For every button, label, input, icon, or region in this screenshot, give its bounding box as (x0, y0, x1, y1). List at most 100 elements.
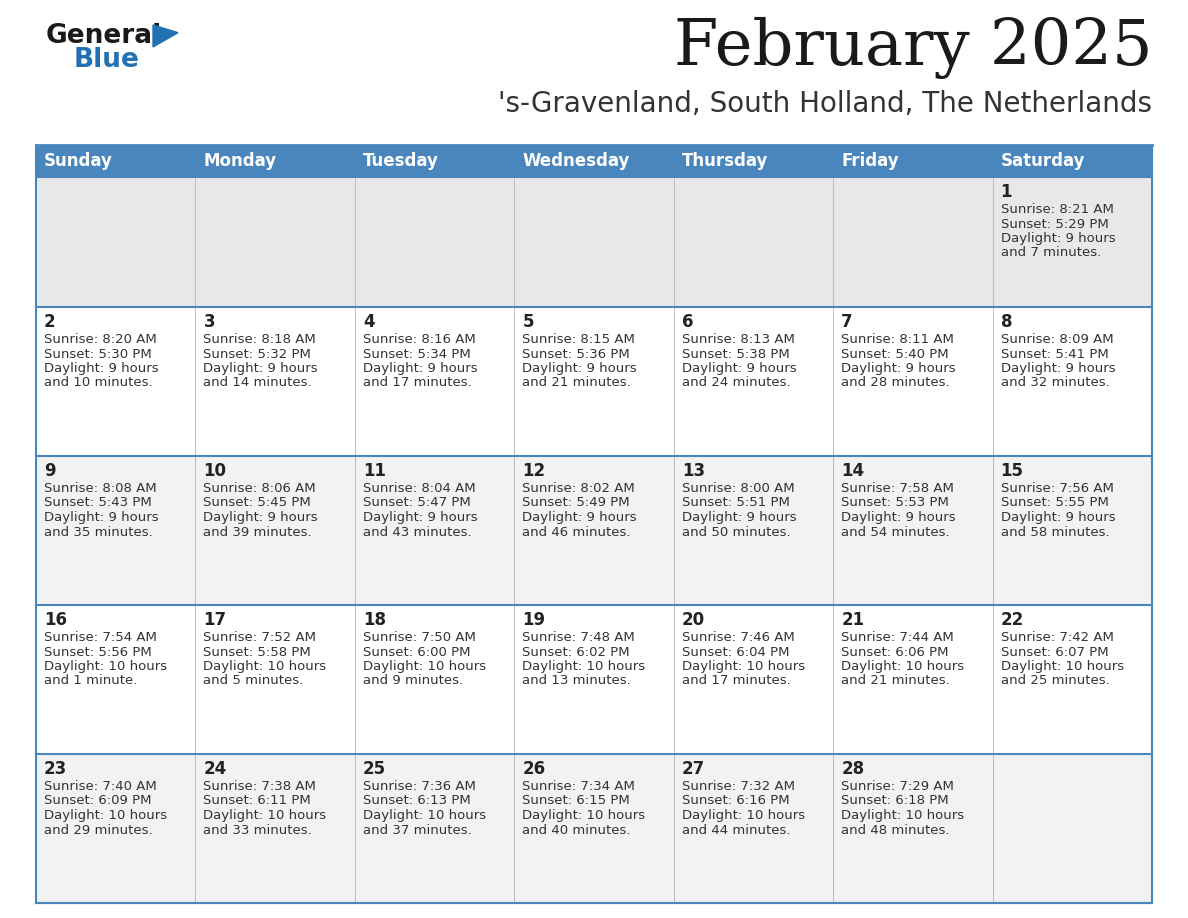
Text: Sunday: Sunday (44, 152, 113, 170)
Text: Sunrise: 8:21 AM: Sunrise: 8:21 AM (1000, 203, 1113, 216)
Text: Sunrise: 7:44 AM: Sunrise: 7:44 AM (841, 631, 954, 644)
Text: Sunrise: 7:29 AM: Sunrise: 7:29 AM (841, 780, 954, 793)
Text: Daylight: 9 hours: Daylight: 9 hours (203, 362, 318, 375)
Text: 6: 6 (682, 313, 694, 331)
Text: Sunset: 6:00 PM: Sunset: 6:00 PM (362, 645, 470, 658)
Text: and 40 minutes.: and 40 minutes. (523, 823, 631, 836)
Text: Sunrise: 7:54 AM: Sunrise: 7:54 AM (44, 631, 157, 644)
Text: 17: 17 (203, 611, 227, 629)
Text: 7: 7 (841, 313, 853, 331)
Text: 27: 27 (682, 760, 704, 778)
Text: and 39 minutes.: and 39 minutes. (203, 525, 312, 539)
Text: Daylight: 9 hours: Daylight: 9 hours (1000, 511, 1116, 524)
Text: and 21 minutes.: and 21 minutes. (523, 376, 631, 389)
Text: Daylight: 10 hours: Daylight: 10 hours (203, 660, 327, 673)
Text: Sunset: 6:18 PM: Sunset: 6:18 PM (841, 794, 949, 808)
Text: Daylight: 10 hours: Daylight: 10 hours (203, 809, 327, 822)
Text: 's-Gravenland, South Holland, The Netherlands: 's-Gravenland, South Holland, The Nether… (498, 90, 1152, 118)
Text: Sunset: 5:36 PM: Sunset: 5:36 PM (523, 348, 630, 361)
Text: Sunset: 5:55 PM: Sunset: 5:55 PM (1000, 497, 1108, 509)
Text: Sunset: 5:47 PM: Sunset: 5:47 PM (362, 497, 470, 509)
Text: Sunset: 5:56 PM: Sunset: 5:56 PM (44, 645, 152, 658)
Text: 19: 19 (523, 611, 545, 629)
Text: Sunrise: 7:46 AM: Sunrise: 7:46 AM (682, 631, 795, 644)
Text: Saturday: Saturday (1000, 152, 1085, 170)
Text: Sunset: 5:40 PM: Sunset: 5:40 PM (841, 348, 949, 361)
Text: Daylight: 10 hours: Daylight: 10 hours (841, 809, 965, 822)
Text: 15: 15 (1000, 462, 1024, 480)
Text: and 9 minutes.: and 9 minutes. (362, 675, 463, 688)
Text: Daylight: 9 hours: Daylight: 9 hours (362, 511, 478, 524)
Text: and 7 minutes.: and 7 minutes. (1000, 247, 1101, 260)
Text: 14: 14 (841, 462, 864, 480)
Text: and 28 minutes.: and 28 minutes. (841, 376, 949, 389)
Polygon shape (153, 25, 178, 47)
Text: Sunset: 5:41 PM: Sunset: 5:41 PM (1000, 348, 1108, 361)
Text: and 29 minutes.: and 29 minutes. (44, 823, 152, 836)
Text: and 33 minutes.: and 33 minutes. (203, 823, 312, 836)
Bar (36, 754, 1152, 903)
Text: Sunset: 6:11 PM: Sunset: 6:11 PM (203, 794, 311, 808)
Text: Sunset: 6:02 PM: Sunset: 6:02 PM (523, 645, 630, 658)
Text: Daylight: 9 hours: Daylight: 9 hours (841, 511, 956, 524)
Text: 26: 26 (523, 760, 545, 778)
Text: Daylight: 9 hours: Daylight: 9 hours (682, 511, 796, 524)
Text: 12: 12 (523, 462, 545, 480)
Text: Sunset: 5:45 PM: Sunset: 5:45 PM (203, 497, 311, 509)
Text: and 24 minutes.: and 24 minutes. (682, 376, 790, 389)
Text: Blue: Blue (74, 47, 140, 73)
Text: Daylight: 10 hours: Daylight: 10 hours (362, 809, 486, 822)
Text: Sunrise: 8:04 AM: Sunrise: 8:04 AM (362, 482, 475, 495)
Text: Sunrise: 8:00 AM: Sunrise: 8:00 AM (682, 482, 795, 495)
Text: Sunrise: 7:56 AM: Sunrise: 7:56 AM (1000, 482, 1113, 495)
Text: Sunrise: 7:42 AM: Sunrise: 7:42 AM (1000, 631, 1113, 644)
Text: and 54 minutes.: and 54 minutes. (841, 525, 949, 539)
Text: Daylight: 9 hours: Daylight: 9 hours (841, 362, 956, 375)
Text: and 17 minutes.: and 17 minutes. (682, 675, 790, 688)
Text: Sunrise: 7:40 AM: Sunrise: 7:40 AM (44, 780, 157, 793)
Text: 2: 2 (44, 313, 56, 331)
Text: Sunset: 5:38 PM: Sunset: 5:38 PM (682, 348, 790, 361)
Text: Sunset: 6:06 PM: Sunset: 6:06 PM (841, 645, 949, 658)
Text: Sunset: 6:16 PM: Sunset: 6:16 PM (682, 794, 789, 808)
Text: and 21 minutes.: and 21 minutes. (841, 675, 950, 688)
Text: 10: 10 (203, 462, 227, 480)
Text: and 50 minutes.: and 50 minutes. (682, 525, 790, 539)
Text: Sunset: 6:13 PM: Sunset: 6:13 PM (362, 794, 470, 808)
Text: Sunrise: 8:02 AM: Sunrise: 8:02 AM (523, 482, 636, 495)
Text: Daylight: 9 hours: Daylight: 9 hours (44, 362, 159, 375)
Text: 5: 5 (523, 313, 533, 331)
Text: Sunrise: 7:58 AM: Sunrise: 7:58 AM (841, 482, 954, 495)
Text: Friday: Friday (841, 152, 899, 170)
Text: and 46 minutes.: and 46 minutes. (523, 525, 631, 539)
Text: Daylight: 10 hours: Daylight: 10 hours (523, 809, 645, 822)
Text: Sunset: 5:51 PM: Sunset: 5:51 PM (682, 497, 790, 509)
Text: Sunset: 6:15 PM: Sunset: 6:15 PM (523, 794, 630, 808)
Text: 24: 24 (203, 760, 227, 778)
Text: Sunrise: 8:09 AM: Sunrise: 8:09 AM (1000, 333, 1113, 346)
Text: Daylight: 10 hours: Daylight: 10 hours (523, 660, 645, 673)
Bar (36, 145, 1152, 177)
Text: Daylight: 10 hours: Daylight: 10 hours (44, 809, 168, 822)
Text: and 48 minutes.: and 48 minutes. (841, 823, 949, 836)
Text: 25: 25 (362, 760, 386, 778)
Text: Sunrise: 7:36 AM: Sunrise: 7:36 AM (362, 780, 475, 793)
Text: Sunrise: 8:06 AM: Sunrise: 8:06 AM (203, 482, 316, 495)
Text: Sunset: 5:30 PM: Sunset: 5:30 PM (44, 348, 152, 361)
Text: and 10 minutes.: and 10 minutes. (44, 376, 152, 389)
Bar (36, 456, 1152, 605)
Text: 11: 11 (362, 462, 386, 480)
Text: 18: 18 (362, 611, 386, 629)
Text: and 43 minutes.: and 43 minutes. (362, 525, 472, 539)
Text: Sunset: 5:29 PM: Sunset: 5:29 PM (1000, 218, 1108, 230)
Text: 22: 22 (1000, 611, 1024, 629)
Text: Daylight: 9 hours: Daylight: 9 hours (682, 362, 796, 375)
Text: Daylight: 9 hours: Daylight: 9 hours (1000, 362, 1116, 375)
Text: and 13 minutes.: and 13 minutes. (523, 675, 631, 688)
Text: and 37 minutes.: and 37 minutes. (362, 823, 472, 836)
Text: Sunrise: 8:16 AM: Sunrise: 8:16 AM (362, 333, 475, 346)
Text: Sunset: 5:32 PM: Sunset: 5:32 PM (203, 348, 311, 361)
Text: Sunset: 5:58 PM: Sunset: 5:58 PM (203, 645, 311, 658)
Text: Daylight: 10 hours: Daylight: 10 hours (362, 660, 486, 673)
Text: Sunrise: 7:32 AM: Sunrise: 7:32 AM (682, 780, 795, 793)
